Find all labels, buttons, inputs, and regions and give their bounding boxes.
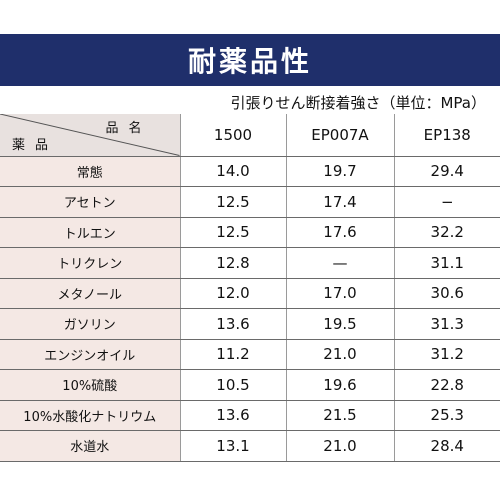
table-row: トリクレン 12.8 — 31.1 — [0, 247, 500, 279]
chemical-name: メタノール — [0, 278, 181, 309]
value-cell: — — [286, 247, 395, 279]
chemical-name: 水道水 — [0, 430, 181, 462]
table-row: エンジンオイル 11.2 21.0 31.2 — [0, 339, 500, 370]
value-cell: 12.5 — [180, 217, 287, 248]
table-row: メタノール 12.0 17.0 30.6 — [0, 278, 500, 309]
value-cell: 11.2 — [180, 339, 287, 370]
column-header: 1500 — [180, 114, 287, 157]
value-cell: 21.0 — [286, 430, 395, 462]
table-row: トルエン 12.5 17.6 32.2 — [0, 217, 500, 248]
value-cell: 19.6 — [286, 369, 395, 401]
header-row: 品名 薬品 1500 EP007A EP138 — [0, 114, 500, 157]
product-name-label: 品名 — [105, 121, 152, 136]
value-cell: 32.2 — [394, 217, 500, 248]
value-cell: 30.6 — [394, 278, 500, 309]
diagonal-divider — [0, 114, 180, 156]
value-cell: 21.5 — [286, 400, 395, 431]
header-corner: 品名 薬品 — [0, 114, 181, 157]
chemical-name: ガソリン — [0, 308, 181, 340]
value-cell: 17.6 — [286, 217, 395, 248]
value-cell: 31.3 — [394, 308, 500, 340]
unit-note: 引張りせん断接着強さ（単位：MPa） — [230, 94, 486, 112]
table-row: アセトン 12.5 17.4 − — [0, 186, 500, 218]
value-cell: 12.0 — [180, 278, 287, 309]
page-title: 耐薬品性 — [0, 34, 500, 86]
chemical-label: 薬品 — [12, 137, 59, 153]
column-header: EP007A — [286, 114, 395, 157]
value-cell: 19.7 — [286, 156, 395, 187]
chemical-name: トリクレン — [0, 247, 181, 279]
table-row: 常態 14.0 19.7 29.4 — [0, 156, 500, 187]
chemical-name: エンジンオイル — [0, 339, 181, 370]
value-cell: 28.4 — [394, 430, 500, 462]
chemical-name: 常態 — [0, 156, 181, 187]
value-cell: 12.8 — [180, 247, 287, 279]
value-cell: − — [394, 186, 500, 218]
value-cell: 22.8 — [394, 369, 500, 401]
value-cell: 13.1 — [180, 430, 287, 462]
value-cell: 12.5 — [180, 186, 287, 218]
chemical-resistance-table: 品名 薬品 1500 EP007A EP138 常態 14.0 19.7 29.… — [0, 114, 500, 462]
value-cell: 10.5 — [180, 369, 287, 401]
table-row: 10%水酸化ナトリウム 13.6 21.5 25.3 — [0, 400, 500, 431]
value-cell: 13.6 — [180, 308, 287, 340]
value-cell: 14.0 — [180, 156, 287, 187]
table-row: 水道水 13.1 21.0 28.4 — [0, 430, 500, 462]
chemical-name: 10%水酸化ナトリウム — [0, 400, 181, 431]
value-cell: 17.4 — [286, 186, 395, 218]
value-cell: 19.5 — [286, 308, 395, 340]
table-row: 10%硫酸 10.5 19.6 22.8 — [0, 369, 500, 401]
chemical-name: アセトン — [0, 186, 181, 218]
value-cell: 31.1 — [394, 247, 500, 279]
table-row: ガソリン 13.6 19.5 31.3 — [0, 308, 500, 340]
value-cell: 13.6 — [180, 400, 287, 431]
chemical-name: 10%硫酸 — [0, 369, 181, 401]
column-header: EP138 — [394, 114, 500, 157]
value-cell: 31.2 — [394, 339, 500, 370]
value-cell: 29.4 — [394, 156, 500, 187]
value-cell: 17.0 — [286, 278, 395, 309]
chemical-name: トルエン — [0, 217, 181, 248]
value-cell: 21.0 — [286, 339, 395, 370]
value-cell: 25.3 — [394, 400, 500, 431]
